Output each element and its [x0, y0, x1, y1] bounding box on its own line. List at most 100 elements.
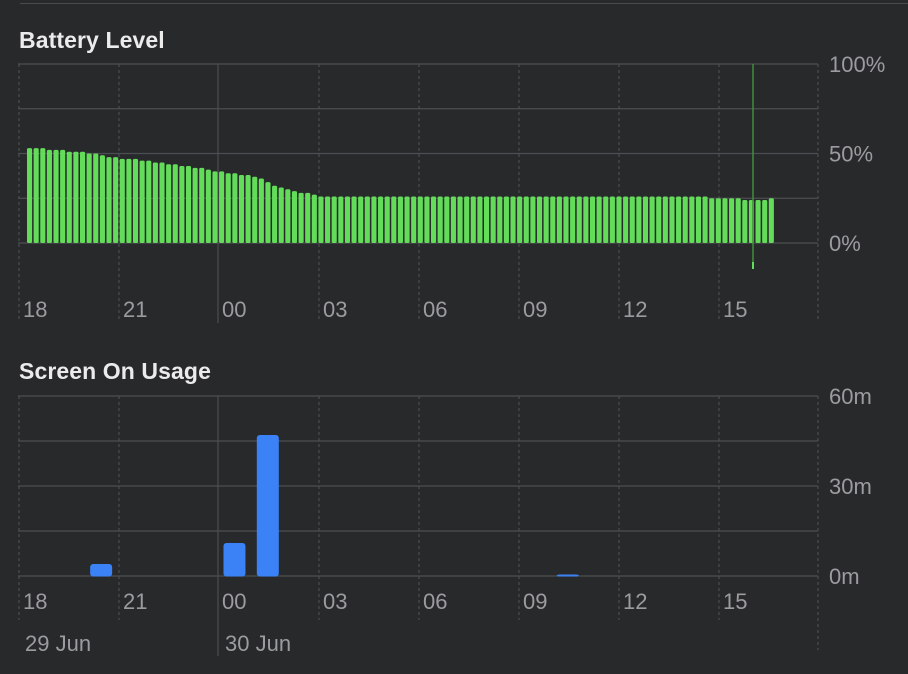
battery-bar — [219, 171, 225, 243]
x-axis-tick-label: 12 — [623, 589, 647, 614]
x-axis-tick-label: 15 — [723, 589, 747, 614]
x-axis-tick-label: 21 — [123, 589, 147, 614]
battery-bar — [477, 196, 483, 243]
battery-bar — [503, 196, 509, 243]
date-label: 29 Jun — [25, 631, 91, 656]
battery-bar — [755, 200, 761, 243]
battery-bar — [351, 196, 357, 243]
battery-bar — [583, 196, 589, 243]
battery-bar — [192, 167, 198, 243]
battery-bar — [424, 196, 430, 243]
battery-bar — [570, 196, 576, 243]
battery-bar — [695, 196, 702, 243]
battery-bar — [417, 196, 423, 243]
battery-bar — [199, 167, 205, 243]
battery-bar — [166, 164, 172, 243]
battery-bar — [735, 198, 741, 243]
date-label: 30 Jun — [225, 631, 291, 656]
battery-bar — [616, 196, 622, 243]
battery-bar — [66, 151, 72, 243]
battery-bar — [649, 196, 655, 243]
x-axis-tick-label: 18 — [23, 297, 47, 322]
battery-bar — [510, 196, 516, 243]
battery-bar — [27, 148, 33, 243]
battery-bar — [490, 196, 496, 243]
battery-bar — [596, 196, 602, 243]
battery-bar — [278, 187, 284, 243]
battery-bar — [563, 196, 569, 243]
battery-bar — [669, 196, 675, 243]
battery-bar — [132, 158, 139, 243]
battery-bar — [113, 157, 119, 243]
battery-bar — [397, 196, 403, 243]
battery-bar — [450, 196, 456, 243]
y-axis-tick-label: 50% — [829, 142, 873, 167]
battery-bar — [682, 196, 688, 243]
battery-bar — [437, 196, 443, 243]
battery-bar — [146, 160, 152, 243]
x-axis-tick-label: 09 — [523, 297, 547, 322]
x-axis-tick-label: 15 — [723, 297, 747, 322]
battery-bar — [291, 191, 298, 243]
battery-bar — [53, 149, 59, 243]
y-axis-tick-label: 30m — [829, 474, 872, 499]
x-axis-tick-label: 09 — [523, 589, 547, 614]
battery-bar — [656, 196, 662, 243]
battery-bar — [285, 189, 291, 243]
x-axis-tick-label: 00 — [222, 297, 246, 322]
y-axis-tick-label: 100% — [829, 52, 885, 77]
battery-bar — [404, 196, 410, 243]
battery-bar — [152, 162, 158, 243]
battery-bar — [272, 185, 278, 243]
battery-bar — [543, 196, 549, 243]
battery-bar — [629, 196, 635, 243]
top-divider — [20, 3, 908, 4]
battery-bar — [715, 198, 721, 243]
battery-bar — [60, 149, 66, 243]
battery-bar — [79, 151, 86, 243]
battery-bar — [139, 160, 145, 243]
battery-bar — [73, 151, 79, 243]
battery-bar — [378, 196, 384, 243]
battery-bar — [245, 174, 251, 243]
x-axis-tick-label: 06 — [423, 589, 447, 614]
battery-bar — [676, 196, 682, 243]
x-axis-tick-label: 12 — [623, 297, 647, 322]
usage-bar — [223, 543, 246, 577]
battery-bar — [589, 196, 596, 243]
x-axis-tick-label: 03 — [323, 297, 347, 322]
battery-bar — [212, 171, 218, 243]
battery-bar — [126, 158, 132, 243]
battery-bar — [46, 149, 52, 243]
battery-bar — [536, 196, 543, 243]
battery-bar — [185, 166, 192, 243]
usage-bar — [256, 435, 279, 577]
battery-bar — [603, 196, 609, 243]
battery-bar — [159, 162, 165, 243]
battery-bar — [729, 198, 735, 243]
screen-on-usage-title: Screen On Usage — [19, 358, 211, 384]
battery-bar — [431, 196, 437, 243]
battery-bar — [497, 196, 503, 243]
battery-bar — [483, 196, 490, 243]
battery-bar — [344, 196, 351, 243]
battery-bar — [331, 196, 337, 243]
usage-bar — [556, 574, 579, 577]
battery-bar — [305, 192, 311, 243]
battery-bar — [40, 148, 46, 243]
battery-level-chart: 100% 50% 0% 18 21 00 03 06 09 12 15 — [18, 52, 885, 323]
battery-bar — [722, 198, 728, 243]
battery-bar — [179, 166, 185, 243]
y-axis-tick-label: 0% — [829, 231, 861, 256]
battery-bar — [119, 158, 125, 243]
battery-bar — [99, 155, 105, 243]
battery-bar — [391, 196, 397, 243]
battery-bar — [172, 164, 178, 243]
x-axis-tick-label: 00 — [222, 589, 246, 614]
battery-bar — [530, 196, 536, 243]
battery-bar — [106, 157, 112, 243]
battery-bar — [364, 196, 370, 243]
x-axis-tick-label: 21 — [123, 297, 147, 322]
battery-bar — [265, 182, 271, 243]
y-axis-tick-label: 0m — [829, 564, 860, 589]
